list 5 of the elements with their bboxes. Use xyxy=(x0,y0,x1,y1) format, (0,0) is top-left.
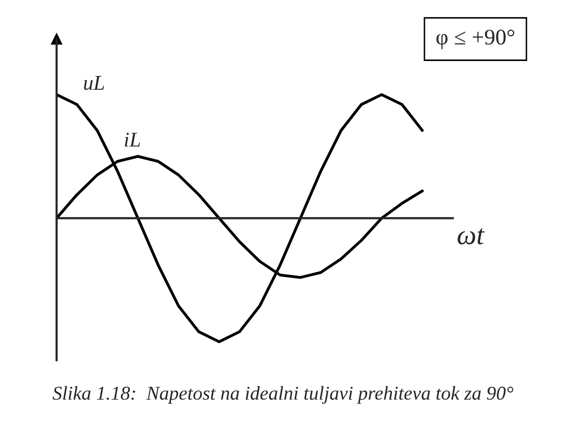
series-label: iL xyxy=(124,132,140,147)
x-axis-title: ωt xyxy=(458,228,485,244)
series-label: uL xyxy=(84,76,104,90)
text: Slika 1.18: Napetost na idealni tuljavi prehiteva tok za 90° xyxy=(52,386,514,404)
text: φ ≤ +90° xyxy=(436,30,514,50)
